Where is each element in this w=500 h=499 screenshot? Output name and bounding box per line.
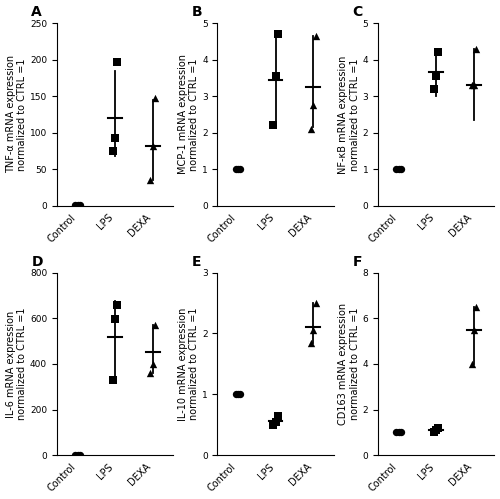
Point (307, 125, 315, 133)
Point (148, 142, 156, 150)
Point (109, 147, 117, 155)
Text: F: F (352, 255, 362, 269)
Y-axis label: IL-6 mRNA expression
normalized to CTRL =1: IL-6 mRNA expression normalized to CTRL … (6, 308, 27, 420)
Y-axis label: NF-κB mRNA expression
normalized to CTRL =1: NF-κB mRNA expression normalized to CTRL… (338, 55, 359, 174)
Text: D: D (32, 255, 43, 269)
Point (146, 369, 154, 377)
Point (468, 360, 475, 368)
Point (312, 32, 320, 40)
Y-axis label: TNF-α mRNA expression
normalized to CTRL =1: TNF-α mRNA expression normalized to CTRL… (6, 55, 27, 174)
Point (74, 201, 82, 209)
Point (236, 390, 244, 398)
Point (232, 390, 240, 398)
Point (272, 72, 280, 80)
Point (151, 321, 159, 329)
Point (307, 339, 315, 347)
Point (468, 81, 475, 89)
Point (114, 58, 122, 66)
Point (76, 451, 84, 459)
Text: C: C (352, 5, 362, 19)
Text: B: B (192, 5, 202, 19)
Point (234, 390, 242, 398)
Point (72, 201, 80, 209)
Point (234, 165, 242, 173)
Point (148, 360, 156, 368)
Point (434, 48, 442, 56)
Point (232, 165, 240, 173)
Point (236, 165, 244, 173)
Y-axis label: IL-10 mRNA expression
normalized to CTRL =1: IL-10 mRNA expression normalized to CTRL… (178, 307, 199, 421)
Point (146, 176, 154, 184)
Point (392, 429, 400, 437)
Point (72, 451, 80, 459)
Point (434, 424, 442, 432)
Point (394, 429, 402, 437)
Point (270, 121, 278, 129)
Point (394, 165, 402, 173)
Point (432, 72, 440, 80)
Point (111, 315, 119, 323)
Point (310, 101, 318, 109)
Text: A: A (32, 5, 42, 19)
Point (312, 299, 320, 307)
Point (109, 376, 117, 384)
Point (470, 326, 478, 334)
Point (430, 85, 438, 93)
Point (270, 421, 278, 429)
Point (111, 134, 119, 142)
Text: E: E (192, 255, 202, 269)
Point (76, 201, 84, 209)
Point (310, 326, 318, 334)
Point (114, 300, 122, 308)
Point (432, 426, 440, 434)
Y-axis label: CD163 mRNA expression
normalized to CTRL =1: CD163 mRNA expression normalized to CTRL… (338, 303, 359, 425)
Point (392, 165, 400, 173)
Point (430, 429, 438, 437)
Point (397, 429, 405, 437)
Point (472, 303, 480, 311)
Y-axis label: MCP-1 mRNA expression
normalized to CTRL =1: MCP-1 mRNA expression normalized to CTRL… (178, 54, 199, 175)
Point (472, 44, 480, 52)
Point (397, 165, 405, 173)
Point (272, 418, 280, 426)
Point (470, 81, 478, 89)
Point (151, 94, 159, 102)
Point (274, 412, 282, 420)
Point (274, 30, 282, 38)
Point (74, 451, 82, 459)
